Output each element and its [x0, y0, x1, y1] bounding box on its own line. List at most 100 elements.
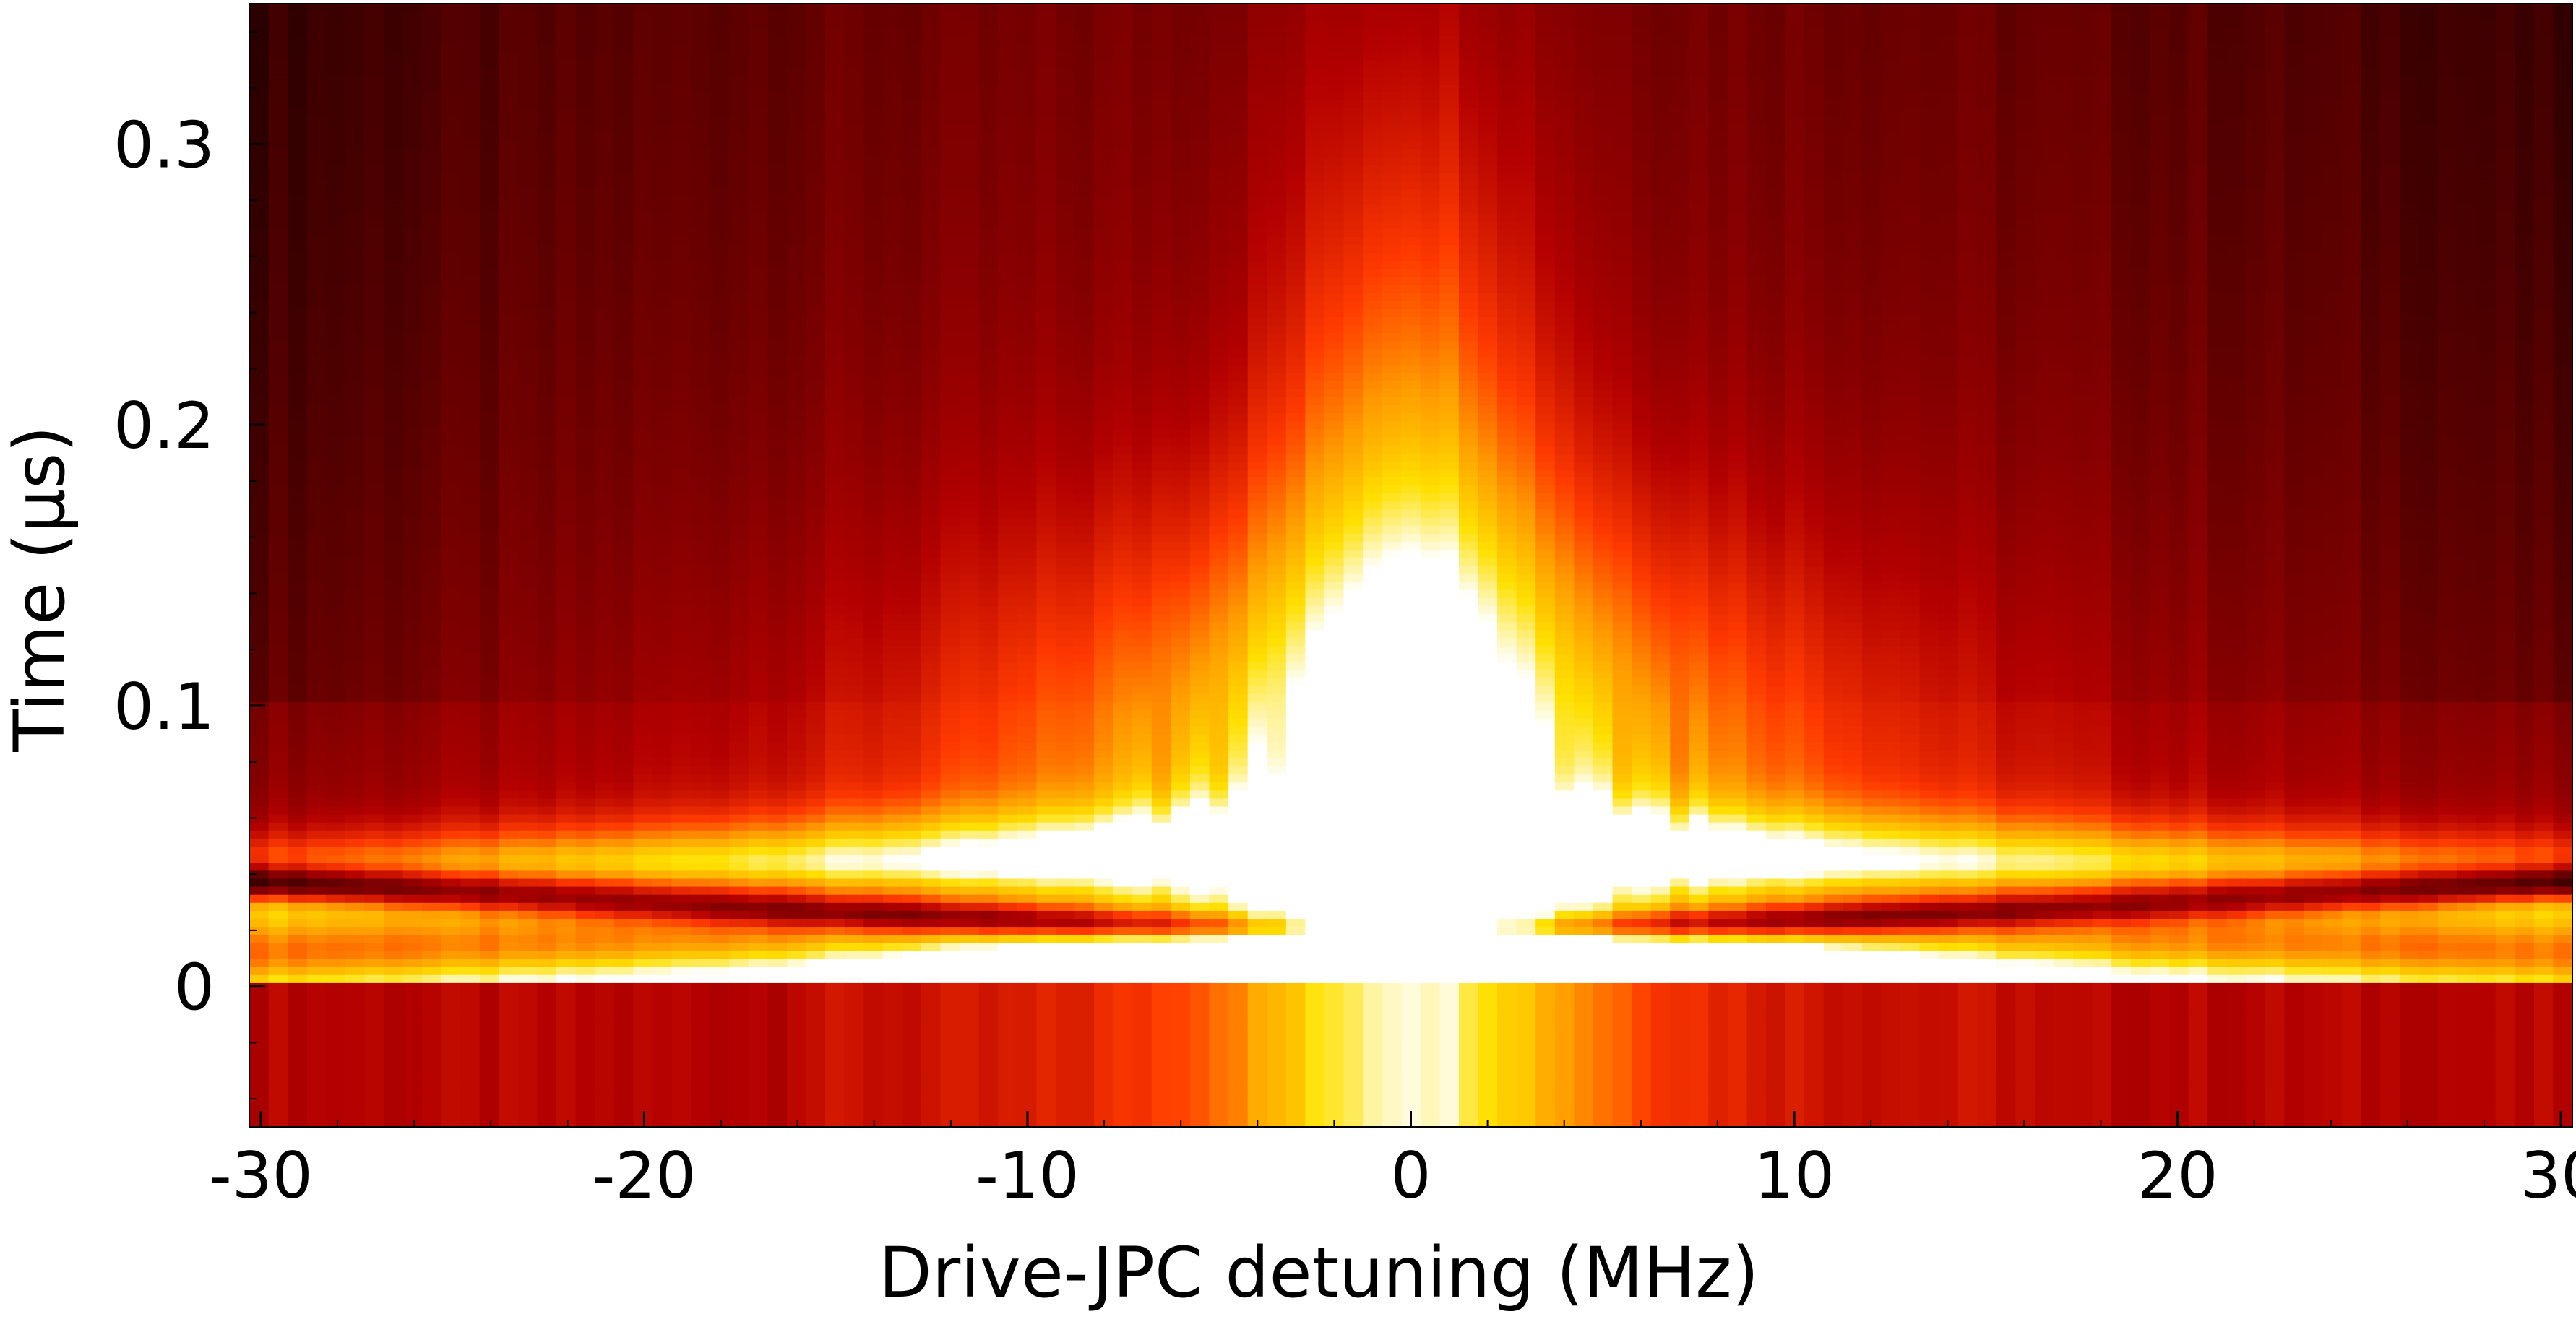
heatmap-cell: [882, 1102, 903, 1112]
heatmap-cell: [633, 220, 653, 229]
heatmap-cell: [384, 405, 404, 414]
heatmap-cell: [787, 188, 807, 197]
heatmap-cell: [595, 100, 615, 109]
heatmap-cell: [499, 637, 519, 647]
heatmap-cell: [249, 653, 270, 662]
heatmap-cell: [556, 76, 577, 85]
heatmap-cell: [288, 67, 308, 77]
heatmap-cell: [671, 436, 692, 446]
heatmap-cell: [671, 67, 692, 77]
heatmap-cell: [748, 573, 769, 582]
heatmap-cell: [691, 516, 711, 526]
heatmap-cell: [268, 348, 288, 358]
heatmap-cell: [326, 645, 346, 654]
heatmap-cell: [613, 340, 634, 350]
heatmap-cell: [710, 348, 731, 358]
heatmap-cell: [345, 139, 366, 149]
heatmap-cell: [902, 741, 922, 751]
heatmap-cell: [479, 782, 500, 791]
heatmap-cell: [613, 131, 634, 141]
heatmap-cell: [748, 998, 769, 1008]
heatmap-cell: [556, 774, 577, 783]
heatmap-cell: [306, 35, 327, 45]
heatmap-cell: [787, 147, 807, 157]
heatmap-cell: [499, 589, 519, 598]
heatmap-cell: [767, 204, 788, 213]
heatmap-cell: [748, 733, 769, 743]
heatmap-cell: [613, 549, 634, 558]
heatmap-cell: [441, 1102, 462, 1112]
heatmap-cell: [537, 966, 557, 975]
heatmap-cell: [691, 485, 711, 494]
heatmap-cell: [729, 124, 749, 133]
heatmap-cell: [249, 469, 270, 478]
heatmap-cell: [787, 1038, 807, 1047]
heatmap-cell: [518, 51, 538, 61]
heatmap-cell: [921, 990, 942, 1000]
heatmap-cell: [345, 1046, 366, 1055]
heatmap-cell: [249, 790, 270, 799]
heatmap-cell: [613, 942, 634, 951]
heatmap-cell: [422, 942, 442, 951]
heatmap-cell: [479, 894, 500, 903]
heatmap-cell: [556, 613, 577, 622]
heatmap-cell: [671, 220, 692, 229]
heatmap-cell: [326, 1006, 346, 1016]
heatmap-cell: [518, 84, 538, 92]
heatmap-cell: [902, 260, 922, 269]
heatmap-cell: [249, 228, 270, 237]
heatmap-cell: [499, 942, 519, 951]
heatmap-cell: [613, 525, 634, 534]
heatmap-cell: [863, 428, 884, 438]
heatmap-cell: [652, 813, 673, 823]
heatmap-cell: [613, 428, 634, 438]
heatmap-cell: [710, 629, 731, 639]
heatmap-cell: [556, 420, 577, 430]
heatmap-cell: [748, 131, 769, 141]
heatmap-cell: [863, 268, 884, 277]
heatmap-cell: [575, 356, 596, 366]
heatmap-cell: [345, 621, 366, 631]
heatmap-cell: [633, 509, 653, 518]
heatmap-cell: [671, 308, 692, 317]
heatmap-cell: [729, 621, 749, 631]
heatmap-cell: [613, 686, 634, 694]
heatmap-cell: [882, 813, 903, 823]
heatmap-cell: [806, 589, 826, 598]
heatmap-cell: [806, 870, 826, 879]
heatmap-cell: [844, 862, 865, 871]
heatmap-cell: [825, 100, 845, 109]
heatmap-cell: [863, 509, 884, 518]
heatmap-cell: [441, 782, 462, 791]
heatmap-cell: [882, 821, 903, 831]
heatmap-cell: [249, 686, 270, 694]
heatmap-cell: [595, 364, 615, 373]
heatmap-cell: [787, 1030, 807, 1039]
heatmap-cell: [595, 605, 615, 614]
heatmap-cell: [364, 131, 384, 141]
heatmap-cell: [384, 1046, 404, 1055]
heatmap-cell: [402, 436, 423, 446]
heatmap-cell: [268, 798, 288, 807]
heatmap-cell: [825, 533, 845, 542]
heatmap-cell: [364, 557, 384, 566]
heatmap-cell: [691, 1022, 711, 1032]
heatmap-cell: [767, 453, 788, 462]
heatmap-cell: [422, 428, 442, 438]
heatmap-cell: [595, 436, 615, 446]
heatmap-cell: [364, 813, 384, 823]
heatmap-cell: [902, 308, 922, 317]
heatmap-cell: [518, 516, 538, 526]
heatmap-cell: [844, 1014, 865, 1024]
heatmap-cell: [326, 589, 346, 598]
heatmap-cell: [345, 453, 366, 462]
heatmap-cell: [384, 252, 404, 261]
heatmap-cell: [556, 565, 577, 574]
heatmap-cell: [518, 67, 538, 77]
heatmap-cell: [288, 741, 308, 751]
heatmap-cell: [748, 268, 769, 277]
heatmap-cell: [613, 348, 634, 358]
heatmap-cell: [556, 597, 577, 606]
heatmap-cell: [595, 597, 615, 606]
heatmap-cell: [652, 854, 673, 863]
